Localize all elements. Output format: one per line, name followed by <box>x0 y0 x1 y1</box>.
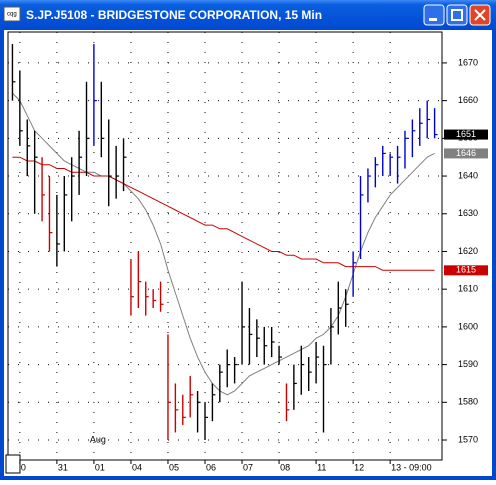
y-tick-label: 1580 <box>458 397 478 407</box>
y-tick-label: 1660 <box>458 95 478 105</box>
price-label: 1651 <box>456 129 476 139</box>
x-tick-label: 05 <box>169 462 179 472</box>
x-tick-label: 12 <box>354 462 364 472</box>
x-tick-label: 0 <box>21 462 26 472</box>
window-title: S.JP.J5108 - BRIDGESTONE CORPORATION, 15… <box>26 8 322 22</box>
y-tick-label: 1590 <box>458 359 478 369</box>
maximize-button[interactable] <box>446 4 468 26</box>
x-tick-label: 04 <box>132 462 142 472</box>
price-label: 1646 <box>456 148 476 158</box>
close-button[interactable] <box>469 4 491 26</box>
x-tick-label: 01 <box>95 462 105 472</box>
moving-average <box>12 92 435 396</box>
plot-area <box>7 31 443 461</box>
x-tick-label: 07 <box>243 462 253 472</box>
icon-glyph: cqg <box>7 12 17 18</box>
y-tick-label: 1670 <box>458 57 478 67</box>
price-label-box <box>444 148 488 159</box>
corner-box <box>5 454 21 474</box>
x-tick-label: 08 <box>280 462 290 472</box>
y-tick-label: 1620 <box>458 246 478 256</box>
x-tick-label: 06 <box>206 462 216 472</box>
y-tick-label: 1630 <box>458 208 478 218</box>
window-icon <box>3 6 21 22</box>
moving-average <box>12 156 435 271</box>
annotation: Aug <box>90 434 106 444</box>
y-tick-label: 1610 <box>458 284 478 294</box>
price-label-box <box>444 129 488 140</box>
price-label: 1615 <box>456 265 476 275</box>
y-tick-label: 1570 <box>458 434 478 444</box>
x-tick-label: 31 <box>58 462 68 472</box>
y-tick-label: 1640 <box>458 170 478 180</box>
x-tick-label: 13 - 09:00 <box>391 462 432 472</box>
price-label-box <box>444 265 488 276</box>
x-tick-label: 11 <box>317 462 326 472</box>
title-bar <box>0 0 496 30</box>
minimize-button[interactable] <box>423 4 445 26</box>
y-tick-label: 1600 <box>458 321 478 331</box>
